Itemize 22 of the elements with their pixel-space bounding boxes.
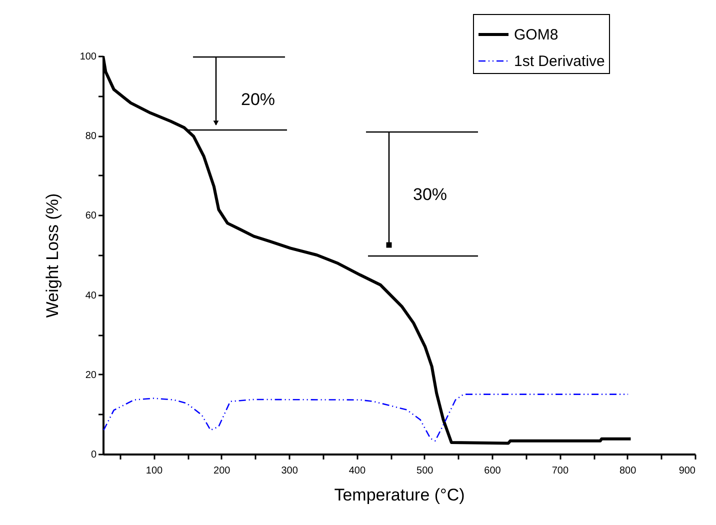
annotation: 20% <box>240 90 276 109</box>
x-tick-label: 600 <box>484 466 502 476</box>
x-tick-label: 700 <box>552 466 569 476</box>
x-tick-label: 500 <box>416 466 434 476</box>
x-tick-label: 800 <box>620 466 637 476</box>
legend-label: 1st Derivative <box>514 53 605 70</box>
y-tick-label: 100 <box>80 52 97 62</box>
y-tick-label: 20 <box>85 370 97 381</box>
y-tick-label: 60 <box>85 210 97 222</box>
x-axis-title: Temperature (°C) <box>334 486 465 504</box>
x-tick-label: 200 <box>214 466 231 476</box>
legend-label: GOM8 <box>514 26 558 44</box>
y-tick-label: 80 <box>85 131 97 142</box>
x-tick-label: 900 <box>678 466 696 476</box>
y-tick-label: 40 <box>85 290 97 302</box>
x-tick-label: 100 <box>146 466 164 476</box>
y-axis-title: Weight Loss (%) <box>42 193 62 318</box>
line-series <box>103 394 629 442</box>
y-tick-label: 0 <box>90 450 97 460</box>
x-tick-label: 300 <box>281 466 298 476</box>
x-tick-label: 400 <box>348 466 366 476</box>
annotation: 30% <box>412 185 448 204</box>
